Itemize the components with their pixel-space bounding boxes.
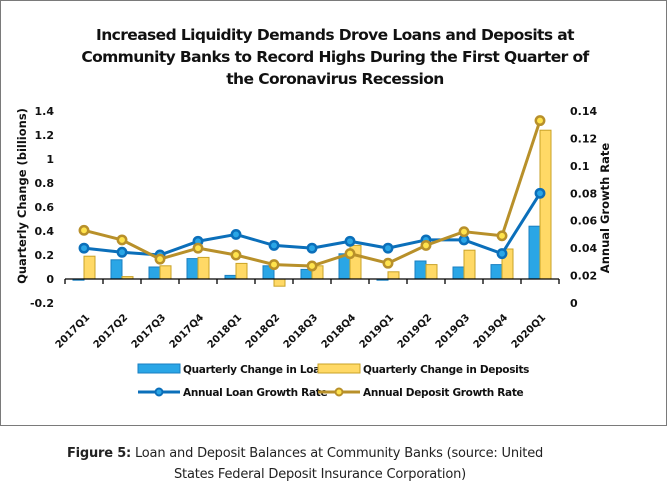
bar-loans bbox=[452, 266, 465, 280]
x-axis bbox=[64, 278, 560, 284]
x-tick-label: 2018Q3 bbox=[282, 312, 320, 350]
bar-deposits bbox=[463, 249, 476, 280]
x-tick-label: 2017Q4 bbox=[168, 312, 206, 350]
marker-deposit-growth bbox=[458, 226, 470, 238]
chart-title: Increased Liquidity Demands Drove Loans … bbox=[40, 24, 630, 90]
left-tick-label: 0 bbox=[46, 273, 54, 286]
chart-title-line-1: Increased Liquidity Demands Drove Loans … bbox=[96, 26, 574, 44]
x-tick-label: 2019Q4 bbox=[472, 312, 510, 350]
legend-marker-deposit-growth bbox=[334, 387, 344, 397]
left-tick-label: -0.2 bbox=[30, 297, 54, 310]
right-tick-label: 0 bbox=[570, 297, 578, 310]
marker-loan-growth bbox=[306, 242, 318, 254]
legend-label-deposit-growth: Annual Deposit Growth Rate bbox=[363, 387, 524, 399]
left-tick-label: 0.6 bbox=[35, 201, 55, 214]
marker-loan-growth bbox=[382, 242, 394, 254]
legend-label-deposits: Quarterly Change in Deposits bbox=[363, 364, 529, 376]
marker-deposit-growth bbox=[78, 224, 90, 236]
marker-loan-growth bbox=[116, 246, 128, 258]
legend-item-loans: Quarterly Change in Loans bbox=[137, 363, 333, 376]
caption-figure-label: Figure 5: bbox=[66, 446, 132, 461]
legend-swatch-loans bbox=[137, 363, 181, 374]
bar-loans bbox=[414, 260, 427, 280]
legend-item-deposit-growth: Annual Deposit Growth Rate bbox=[318, 387, 524, 399]
marker-loan-growth bbox=[230, 228, 242, 240]
legend: Quarterly Change in Loans Quarterly Chan… bbox=[137, 363, 529, 399]
marker-loan-growth bbox=[534, 187, 546, 199]
bar-deposits bbox=[197, 256, 210, 280]
marker-deposit-growth bbox=[116, 234, 128, 246]
right-tick-label: 0.1 bbox=[570, 160, 590, 173]
marker-loan-growth bbox=[268, 239, 280, 251]
bar-deposits bbox=[539, 129, 552, 280]
bar-loans bbox=[110, 259, 123, 280]
legend-item-deposits: Quarterly Change in Deposits bbox=[317, 363, 529, 376]
x-tick-label: 2018Q1 bbox=[206, 312, 244, 350]
legend-marker-loan-growth bbox=[154, 387, 164, 397]
combo-chart: -0.2 0 0.2 0.4 0.6 0.8 1 1.2 1.4 0 0.02 0.04 0.06 0.… bbox=[15, 105, 612, 399]
bar-deposits bbox=[83, 255, 96, 280]
caption-line-2: States Federal Deposit Insurance Corpora… bbox=[174, 467, 466, 482]
right-axis-ticks: 0 0.02 0.04 0.06 0.08 0.1 0.12 0.14 bbox=[570, 105, 597, 310]
left-tick-label: 0.4 bbox=[35, 225, 55, 238]
legend-label-loans: Quarterly Change in Loans bbox=[183, 364, 333, 376]
x-tick-label: 2018Q2 bbox=[244, 312, 282, 350]
left-axis-ticks: -0.2 0 0.2 0.4 0.6 0.8 1 1.2 1.4 bbox=[30, 105, 54, 310]
marker-deposit-growth bbox=[192, 242, 204, 254]
x-tick-label: 2019Q2 bbox=[396, 312, 434, 350]
x-tick-label: 2020Q1 bbox=[510, 312, 548, 350]
bar-loans bbox=[186, 258, 199, 280]
caption-line-1: Figure 5: Loan and Deposit Balances at C… bbox=[0, 443, 610, 464]
marker-deposit-growth bbox=[420, 239, 432, 251]
x-tick-label: 2019Q1 bbox=[358, 312, 396, 350]
marker-deposit-growth bbox=[154, 253, 166, 265]
marker-deposit-growth bbox=[230, 249, 242, 261]
marker-deposit-growth bbox=[382, 257, 394, 269]
figure-caption: Figure 5: Loan and Deposit Balances at C… bbox=[0, 443, 610, 485]
bar-deposits bbox=[425, 264, 438, 280]
bar-loans bbox=[490, 264, 503, 280]
bar-deposits bbox=[159, 265, 172, 280]
chart-title-line-3: the Coronavirus Recession bbox=[226, 70, 444, 88]
x-tick-label: 2017Q3 bbox=[130, 312, 168, 350]
legend-item-loan-growth: Annual Loan Growth Rate bbox=[138, 387, 328, 399]
bar-deposits bbox=[235, 262, 248, 280]
legend-swatch-deposits bbox=[317, 363, 361, 374]
marker-deposit-growth bbox=[496, 230, 508, 242]
left-tick-label: 1.4 bbox=[35, 105, 55, 118]
right-tick-label: 0.08 bbox=[570, 187, 597, 200]
marker-deposit-growth bbox=[268, 259, 280, 271]
x-tick-label: 2018Q4 bbox=[320, 312, 358, 350]
left-tick-label: 0.8 bbox=[35, 177, 55, 190]
marker-loan-growth bbox=[78, 242, 90, 254]
x-tick-label: 2019Q3 bbox=[434, 312, 472, 350]
right-tick-label: 0.02 bbox=[570, 270, 597, 283]
legend-label-loan-growth: Annual Loan Growth Rate bbox=[183, 387, 327, 399]
marker-loan-growth bbox=[496, 248, 508, 260]
bar-deposits bbox=[387, 271, 400, 280]
left-tick-label: 0.2 bbox=[35, 249, 55, 262]
marker-deposit-growth bbox=[534, 115, 546, 127]
x-tick-label: 2017Q1 bbox=[54, 312, 92, 350]
x-axis-labels: 2017Q1 2017Q2 2017Q3 2017Q4 2018Q1 2018Q2 2018… bbox=[54, 312, 548, 350]
chart-title-line-2: Community Banks to Record Highs During t… bbox=[81, 48, 589, 66]
marker-deposit-growth bbox=[344, 248, 356, 260]
bar-loans bbox=[528, 225, 541, 280]
right-tick-label: 0.12 bbox=[570, 132, 597, 145]
right-axis-title: Annual Growth Rate bbox=[598, 143, 612, 274]
marker-loan-growth bbox=[344, 235, 356, 247]
left-tick-label: 1 bbox=[46, 153, 54, 166]
x-tick-label: 2017Q2 bbox=[92, 312, 130, 350]
right-tick-label: 0.04 bbox=[570, 242, 597, 255]
lines bbox=[78, 115, 546, 272]
left-axis-title: Quarterly Change (billions) bbox=[15, 108, 29, 284]
bar-loans bbox=[148, 266, 161, 280]
left-tick-label: 1.2 bbox=[35, 129, 55, 142]
bar-deposits bbox=[273, 278, 286, 287]
caption-text-1: Loan and Deposit Balances at Community B… bbox=[131, 446, 544, 461]
right-tick-label: 0.14 bbox=[570, 105, 597, 118]
marker-deposit-growth bbox=[306, 260, 318, 272]
right-tick-label: 0.06 bbox=[570, 215, 597, 228]
